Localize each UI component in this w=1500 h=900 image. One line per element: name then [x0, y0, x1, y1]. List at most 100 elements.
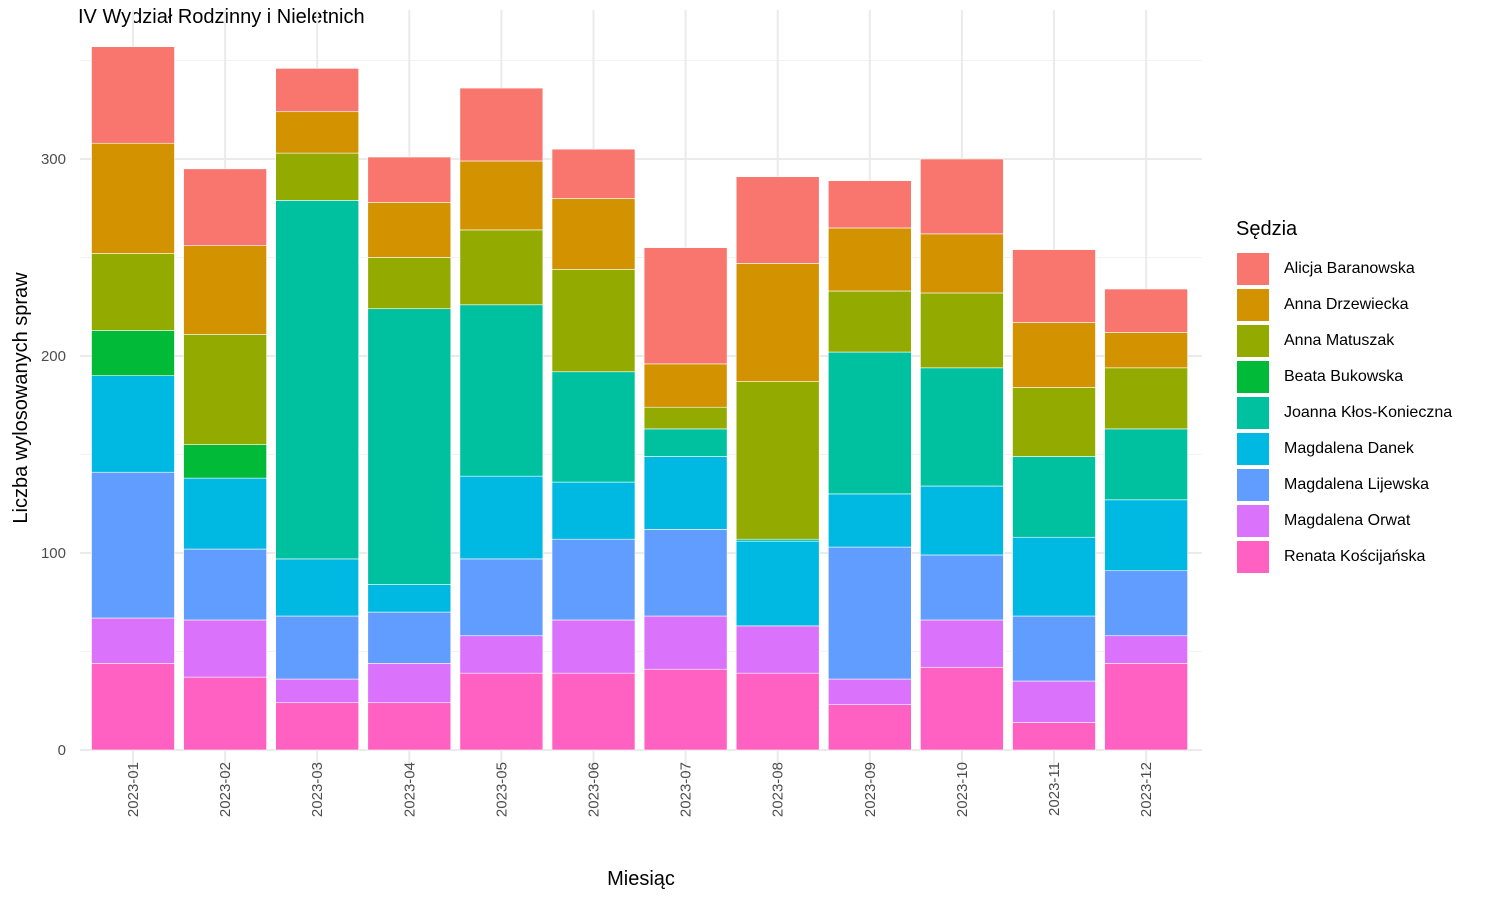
bar-segment	[1012, 680, 1096, 723]
bar-segment	[735, 672, 820, 751]
x-axis-title: Miesiąc	[607, 868, 675, 890]
legend-key	[1236, 432, 1270, 466]
bar-segment	[920, 485, 1004, 556]
bar-segment	[920, 619, 1004, 668]
bar-segment	[1012, 615, 1096, 682]
bar-segment	[643, 428, 728, 457]
bar-segment	[183, 334, 267, 445]
bar-segment	[183, 548, 267, 621]
legend-key	[1236, 360, 1270, 394]
bar-segment	[920, 367, 1004, 487]
bar-segment	[643, 529, 728, 617]
bar-segment	[1012, 322, 1096, 388]
bar-segment	[551, 269, 636, 373]
bar-segment	[275, 615, 360, 680]
x-tick-label: 2023-04	[401, 762, 418, 817]
bar-segment	[183, 245, 267, 335]
bar-segment	[643, 247, 728, 365]
legend-item: Anna Drzewiecka	[1236, 287, 1452, 323]
bar-segment	[275, 68, 360, 113]
legend-item: Magdalena Danek	[1236, 431, 1452, 467]
bar-segment	[275, 702, 360, 751]
legend-key	[1236, 324, 1270, 358]
bar-segment	[827, 493, 912, 548]
y-tick-label: 200	[41, 348, 66, 365]
y-tick-label: 300	[41, 151, 66, 168]
x-tick-label: 2023-12	[1138, 762, 1155, 817]
bar-segment	[91, 375, 175, 473]
bar-segment	[1104, 428, 1188, 501]
bar-segment	[1012, 722, 1096, 751]
bar-segment	[91, 617, 175, 664]
x-tick-label: 2023-05	[493, 762, 510, 817]
x-tick-label: 2023-02	[217, 762, 234, 817]
legend-label: Renata Kościjańska	[1284, 548, 1426, 565]
bar-segment	[1104, 663, 1188, 751]
legend-label: Joanna Kłos-Konieczna	[1284, 404, 1453, 421]
x-tick-label: 2023-07	[678, 762, 695, 817]
bar-segment	[91, 663, 175, 751]
bar-segment	[275, 678, 360, 704]
bar-segment	[551, 538, 636, 621]
legend-key	[1236, 396, 1270, 430]
bar-segment	[827, 351, 912, 495]
bar-segment	[367, 308, 452, 585]
bar-segment	[275, 111, 360, 154]
legend-item: Alicja Baranowska	[1236, 251, 1452, 287]
bar-segment	[459, 672, 544, 751]
bar-segment	[183, 477, 267, 550]
legend-key	[1236, 288, 1270, 322]
x-tick-label: 2023-01	[125, 762, 142, 817]
legend-item: Renata Kościjańska	[1236, 539, 1452, 575]
x-tick-label: 2023-03	[309, 762, 326, 817]
bar-segment	[551, 619, 636, 674]
bar-segment	[367, 663, 452, 704]
bar-segment	[735, 381, 820, 540]
bar-segment	[367, 611, 452, 664]
bar-segment	[1104, 570, 1188, 637]
legend-label: Magdalena Lijewska	[1284, 476, 1429, 493]
bar-segment	[827, 227, 912, 292]
bar-segment	[91, 46, 175, 144]
x-tick-label: 2023-09	[862, 762, 879, 817]
x-tick-label: 2023-06	[586, 762, 603, 817]
bar-segment	[735, 263, 820, 382]
bar-segment	[275, 152, 360, 201]
bar-segment	[827, 546, 912, 680]
legend-item: Joanna Kłos-Konieczna	[1236, 395, 1452, 431]
bar-segment	[827, 180, 912, 229]
x-tick-label: 2023-10	[954, 762, 971, 817]
bar-segment	[367, 156, 452, 203]
legend-item: Beata Bukowska	[1236, 359, 1452, 395]
x-tick-label: 2023-08	[770, 762, 787, 817]
bar-segment	[1012, 456, 1096, 538]
bar-segment	[643, 406, 728, 430]
bar-segment	[367, 584, 452, 613]
bar-segment	[275, 200, 360, 560]
bar-segment	[91, 253, 175, 331]
legend-items: Alicja Baranowska Anna Drzewiecka Anna Mat…	[1236, 251, 1452, 575]
bar-segment	[643, 363, 728, 408]
bar-segment	[459, 160, 544, 231]
bar-segment	[551, 148, 636, 199]
legend-label: Magdalena Danek	[1284, 440, 1414, 457]
bar-segment	[183, 168, 267, 246]
bar-segment	[1012, 536, 1096, 617]
bar-segment	[459, 229, 544, 306]
y-tick-label: 0	[58, 742, 66, 759]
bar-segment	[367, 702, 452, 751]
bar-segment	[643, 668, 728, 751]
bar-segment	[91, 330, 175, 377]
bar-segment	[643, 456, 728, 530]
bar-segment	[643, 615, 728, 670]
bar-segment	[920, 233, 1004, 294]
bar-segment	[459, 87, 544, 162]
legend-key	[1236, 468, 1270, 502]
bar-segment	[1104, 367, 1188, 430]
x-axis-ticks: 2023-01 2023-02 2023-03 2023-04 2023-05 2023-…	[125, 762, 1155, 817]
y-axis-ticks: 0 100 200 300	[41, 151, 66, 759]
legend-key	[1236, 540, 1270, 574]
bar-segment	[459, 475, 544, 560]
legend-label: Anna Matuszak	[1284, 332, 1395, 349]
bars	[91, 46, 1188, 751]
